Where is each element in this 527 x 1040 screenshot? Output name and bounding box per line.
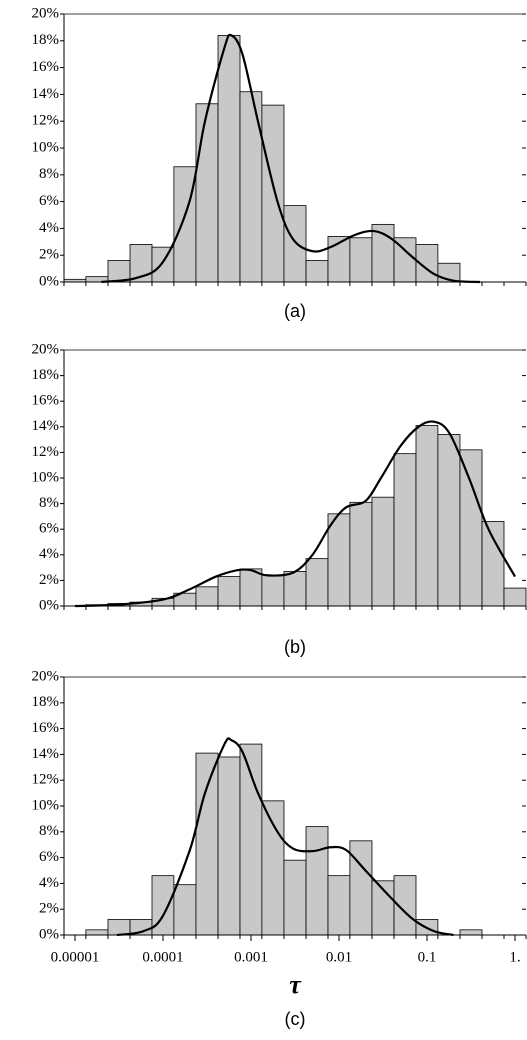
bar	[283, 571, 307, 607]
y-tick-label: 10%	[32, 797, 60, 813]
y-tick-label: 6%	[39, 193, 59, 209]
x-tick-label: 1.	[509, 949, 520, 965]
density-curve	[101, 33, 481, 284]
y-tick-label: 0%	[39, 926, 59, 942]
bar	[349, 501, 373, 607]
y-tick-label: 16%	[32, 393, 60, 409]
y-tick-label: 8%	[39, 823, 59, 839]
bar	[283, 205, 307, 283]
x-tick-label: 0.001	[234, 949, 268, 965]
y-tick-label: 2%	[39, 901, 59, 917]
bar	[217, 576, 241, 607]
bar	[393, 453, 417, 607]
panel-caption: (b)	[284, 637, 306, 657]
y-tick-label: 12%	[32, 444, 60, 460]
bar	[481, 521, 505, 607]
y-tick-label: 4%	[39, 220, 59, 236]
bar	[217, 35, 241, 283]
y-tick-label: 0%	[39, 273, 59, 289]
bar	[107, 260, 131, 283]
y-tick-label: 14%	[32, 86, 60, 102]
bar	[173, 884, 197, 936]
y-tick-label: 8%	[39, 495, 59, 511]
density-curve	[116, 737, 454, 937]
y-tick-label: 20%	[32, 341, 60, 357]
bar	[195, 586, 219, 607]
y-tick-label: 2%	[39, 572, 59, 588]
y-tick-label: 12%	[32, 772, 60, 788]
bar	[349, 840, 373, 936]
y-tick-label: 6%	[39, 849, 59, 865]
y-tick-label: 14%	[32, 746, 60, 762]
y-tick-label: 4%	[39, 546, 59, 562]
bar	[371, 496, 395, 607]
bar	[305, 558, 329, 607]
bar	[261, 800, 285, 936]
y-tick-label: 18%	[32, 32, 60, 48]
x-tick-label: 0.1	[418, 949, 437, 965]
bar	[503, 587, 527, 607]
bar	[349, 237, 373, 283]
x-tick-label: 0.01	[326, 949, 352, 965]
bar	[459, 929, 483, 936]
y-tick-label: 6%	[39, 521, 59, 537]
x-axis-label: τ	[289, 970, 302, 999]
bar	[305, 260, 329, 283]
y-tick-label: 10%	[32, 469, 60, 485]
y-tick-label: 8%	[39, 166, 59, 182]
y-tick-label: 12%	[32, 113, 60, 129]
bar	[327, 513, 351, 607]
y-tick-label: 4%	[39, 875, 59, 891]
y-tick-label: 18%	[32, 367, 60, 383]
bar	[283, 859, 307, 936]
bar	[195, 103, 219, 283]
bar	[239, 568, 263, 607]
y-tick-label: 20%	[32, 5, 60, 21]
y-tick-label: 18%	[32, 694, 60, 710]
bar	[437, 434, 461, 607]
bar	[415, 425, 439, 607]
panel-caption: (a)	[284, 301, 306, 321]
x-tick-label: 0.00001	[51, 949, 100, 965]
bar	[305, 826, 329, 936]
bar	[195, 752, 219, 936]
panel-caption: (c)	[285, 1009, 306, 1029]
y-tick-label: 20%	[32, 668, 60, 684]
bar	[327, 875, 351, 936]
y-tick-label: 2%	[39, 247, 59, 263]
x-tick-label: 0.0001	[142, 949, 183, 965]
bar	[459, 449, 483, 607]
bar	[261, 104, 285, 283]
bar	[151, 246, 175, 283]
y-tick-label: 16%	[32, 720, 60, 736]
bar	[261, 574, 285, 607]
y-tick-label: 10%	[32, 139, 60, 155]
y-tick-label: 16%	[32, 59, 60, 75]
y-tick-label: 14%	[32, 418, 60, 434]
y-tick-label: 0%	[39, 597, 59, 613]
bar	[107, 919, 131, 936]
bar	[217, 756, 241, 936]
bar	[85, 929, 109, 936]
density-curve	[74, 420, 516, 608]
